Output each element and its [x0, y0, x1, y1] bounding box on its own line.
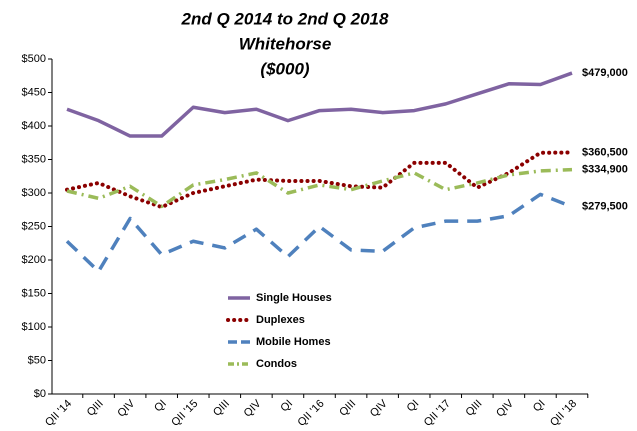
- x-tick-label: QII '17: [422, 398, 453, 429]
- chart-title: Whitehorse: [239, 34, 332, 53]
- x-tick-label: QI: [152, 398, 169, 415]
- x-tick-label: QII '15: [169, 398, 200, 429]
- x-tick-label: QII '18: [548, 398, 579, 429]
- y-tick-label: $450: [22, 86, 46, 98]
- x-tick-label: QI: [278, 398, 295, 415]
- legend-label: Duplexes: [256, 314, 305, 326]
- x-tick-label: QIV: [368, 397, 390, 419]
- y-tick-label: $500: [22, 53, 46, 65]
- x-tick-label: QIV: [115, 397, 137, 419]
- y-tick-label: $50: [28, 354, 46, 366]
- data-label: $279,500: [582, 201, 628, 213]
- x-tick-label: QIII: [337, 398, 358, 419]
- chart-title: 2nd Q 2014 to 2nd Q 2018: [181, 9, 389, 28]
- y-tick-label: $150: [22, 287, 46, 299]
- chart-title: ($000): [260, 59, 309, 78]
- y-tick-label: $200: [22, 254, 46, 266]
- x-tick-label: QI: [531, 398, 548, 415]
- data-label: $479,000: [582, 67, 628, 79]
- y-tick-label: $300: [22, 187, 46, 199]
- y-tick-label: $100: [22, 321, 46, 333]
- y-tick-label: $350: [22, 153, 46, 165]
- data-label: $334,900: [582, 164, 628, 176]
- series-line: [65, 150, 574, 210]
- x-tick-label: QII '16: [296, 398, 327, 429]
- x-tick-label: QIV: [494, 397, 516, 419]
- x-tick-label: QIV: [242, 397, 264, 419]
- x-tick-label: QII '14: [43, 398, 74, 429]
- x-tick-label: QI: [405, 398, 422, 415]
- x-tick-label: QIII: [211, 398, 232, 419]
- y-tick-label: $400: [22, 120, 46, 132]
- series-line: [66, 167, 573, 209]
- y-tick-label: $250: [22, 220, 46, 232]
- legend-label: Condos: [256, 358, 297, 370]
- legend-label: Mobile Homes: [256, 336, 331, 348]
- x-tick-label: QIII: [85, 398, 106, 419]
- data-label: $360,500: [582, 146, 628, 158]
- x-tick-label: QIII: [463, 398, 484, 419]
- series-line: [65, 192, 573, 274]
- y-tick-label: $0: [34, 388, 46, 400]
- legend-label: Single Houses: [256, 292, 332, 304]
- series-line: [66, 71, 573, 138]
